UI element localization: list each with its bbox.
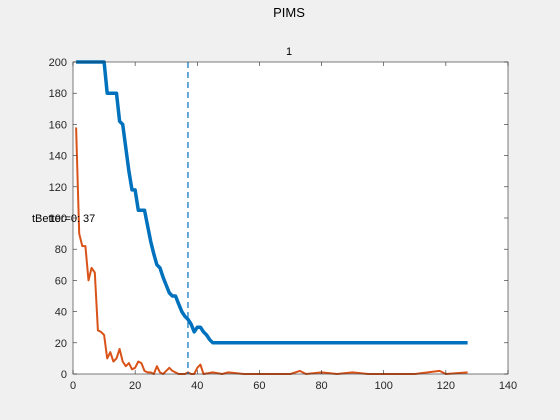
x-tick-label: 120 [437,380,455,392]
y-axis: 0 20 40 60 80 100 120 140 160 180 200 [49,57,508,381]
y-tick-label: 100 [49,213,67,225]
y-tick-label: 20 [55,338,67,350]
series-line-2 [75,127,468,375]
plot-area [73,62,508,374]
series-line-1 [76,60,468,345]
x-tick-label: 0 [70,380,76,392]
x-axis: 0 20 40 60 80 100 120 140 [70,62,517,392]
y-tick-label: 80 [55,244,67,256]
x-tick-label: 60 [253,380,265,392]
y-tick-label: 0 [61,369,67,381]
y-tick-label: 140 [49,151,67,163]
x-tick-label: 20 [129,380,141,392]
annotation-label: tBetter=0: 37 [32,213,95,225]
y-tick-label: 200 [49,57,67,69]
y-tick-label: 120 [49,182,67,194]
x-tick-label: 140 [499,380,517,392]
y-tick-label: 180 [49,88,67,100]
annotation-layer: tBetter=0: 37 [32,213,95,225]
axes-title: 1 [286,46,292,58]
x-tick-label: 80 [315,380,327,392]
y-tick-label: 40 [55,307,67,319]
figure-title: PIMS [273,5,305,20]
series-layer [75,60,468,375]
y-tick-label: 160 [49,119,67,131]
y-tick-label: 60 [55,275,67,287]
x-tick-label: 40 [191,380,203,392]
x-tick-label: 100 [375,380,393,392]
